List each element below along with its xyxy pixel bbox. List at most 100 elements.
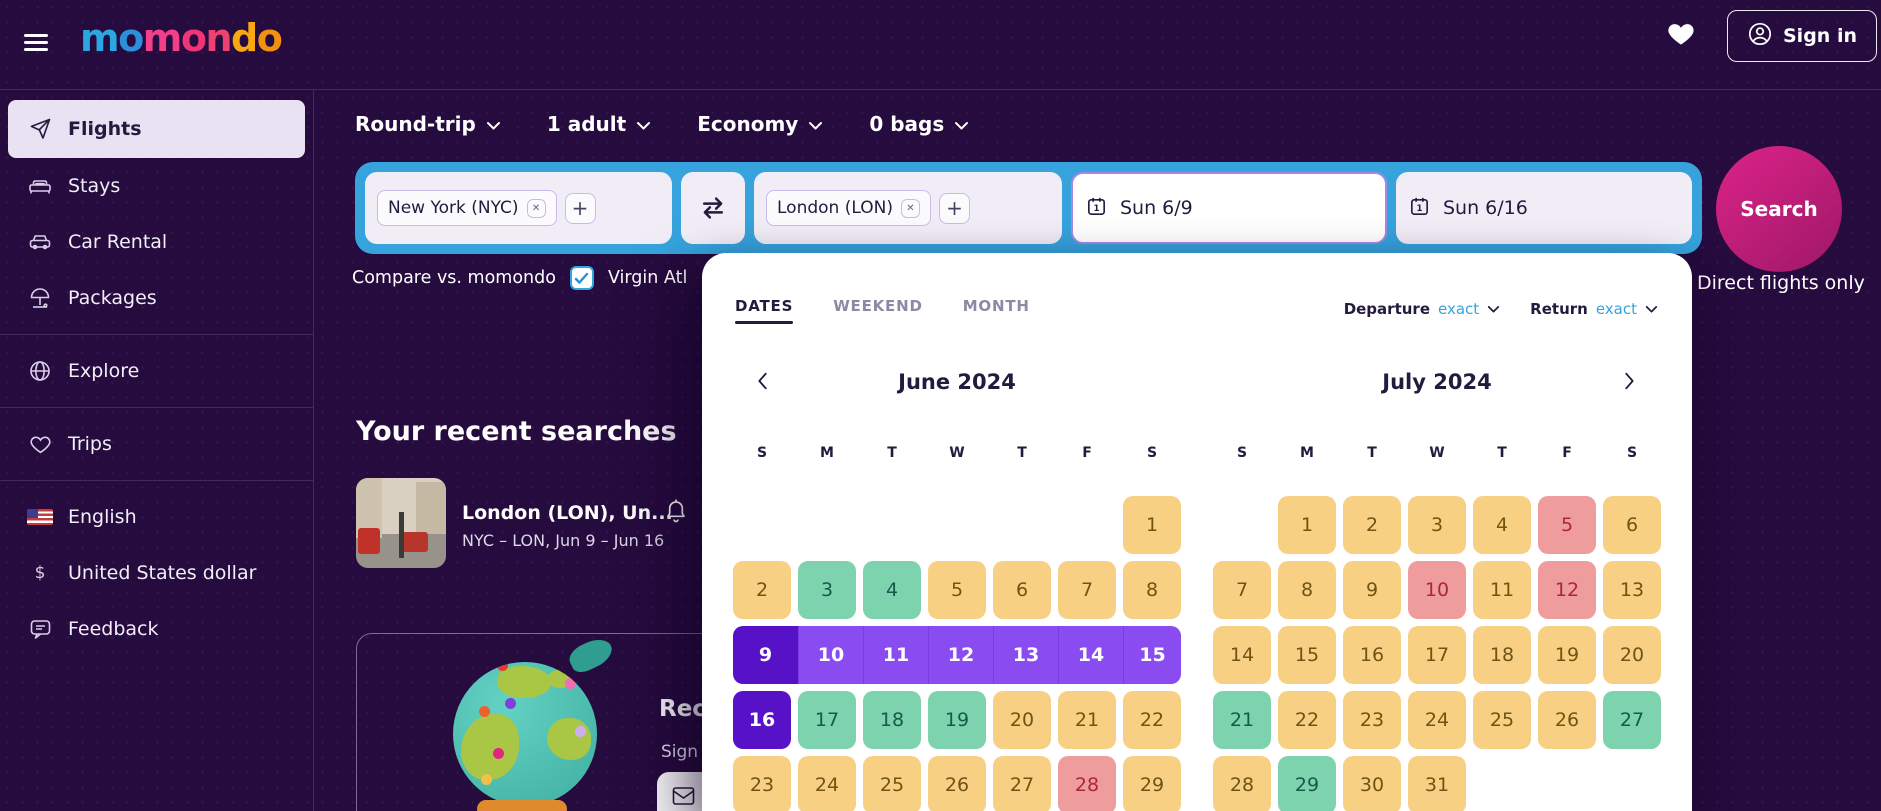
top-header: momondo Sign in [0,0,1881,90]
calendar-day-july-23[interactable]: 23 [1343,691,1401,749]
sidebar-item-car-rental[interactable]: Car Rental [0,214,313,270]
calendar-day-july-9[interactable]: 9 [1343,561,1401,619]
calendar-day-july-27[interactable]: 27 [1603,691,1661,749]
calendar-day-june-3[interactable]: 3 [798,561,856,619]
favorites-heart-icon[interactable] [1666,20,1698,50]
departure-date-field[interactable]: 1 Sun 6/9 [1071,172,1387,244]
calendar-day-june-1[interactable]: 1 [1123,496,1181,554]
remove-destination-icon[interactable]: ✕ [900,198,920,218]
calendar-day-july-24[interactable]: 24 [1408,691,1466,749]
sidebar-item-explore[interactable]: Explore [0,343,313,399]
calendar-day-june-8[interactable]: 8 [1123,561,1181,619]
calendar-day-july-20[interactable]: 20 [1603,626,1661,684]
calendar-day-june-15[interactable]: 15 [1123,626,1181,684]
calendar-day-june-11[interactable]: 11 [863,626,928,684]
sidebar-item-flights[interactable]: Flights [8,100,305,158]
calendar-tab-weekend[interactable]: WEEKEND [833,297,923,315]
next-month-icon[interactable] [1618,369,1642,393]
calendar-day-july-14[interactable]: 14 [1213,626,1271,684]
menu-icon[interactable] [24,34,48,52]
calendar-day-june-26[interactable]: 26 [928,756,986,811]
calendar-day-july-11[interactable]: 11 [1473,561,1531,619]
calendar-day-july-25[interactable]: 25 [1473,691,1531,749]
sidebar-item-english[interactable]: English [0,489,313,545]
compare-checkbox[interactable] [569,266,594,290]
trip-option-1-adult[interactable]: 1 adult [547,112,651,136]
sidebar-item-trips[interactable]: Trips [0,416,313,472]
calendar-day-july-28[interactable]: 28 [1213,756,1271,811]
sidebar-item-stays[interactable]: Stays [0,158,313,214]
return-date-field[interactable]: 1 Sun 6/16 [1396,172,1692,244]
trip-option-0-bags[interactable]: 0 bags [869,112,969,136]
calendar-day-july-19[interactable]: 19 [1538,626,1596,684]
calendar-day-july-1[interactable]: 1 [1278,496,1336,554]
calendar-day-july-3[interactable]: 3 [1408,496,1466,554]
calendar-day-july-18[interactable]: 18 [1473,626,1531,684]
sidebar-item-feedback[interactable]: Feedback [0,601,313,657]
momondo-logo[interactable]: momondo [80,16,283,60]
calendar-day-june-29[interactable]: 29 [1123,756,1181,811]
calendar-day-june-16[interactable]: 16 [733,691,791,749]
calendar-day-july-21[interactable]: 21 [1213,691,1271,749]
calendar-day-june-21[interactable]: 21 [1058,691,1116,749]
remove-origin-icon[interactable]: ✕ [526,198,546,218]
recent-search-card[interactable]: London (LON), Un... NYC – LON, Jun 9 – J… [356,478,696,570]
calendar-day-june-7[interactable]: 7 [1058,561,1116,619]
calendar-day-june-18[interactable]: 18 [863,691,921,749]
calendar-day-june-23[interactable]: 23 [733,756,791,811]
calendar-day-july-30[interactable]: 30 [1343,756,1401,811]
price-alert-bell-icon[interactable] [664,498,688,528]
calendar-day-july-16[interactable]: 16 [1343,626,1401,684]
calendar-day-july-6[interactable]: 6 [1603,496,1661,554]
add-destination-button[interactable]: + [938,192,970,224]
calendar-day-june-20[interactable]: 20 [993,691,1051,749]
logo-letter: d [231,16,258,60]
calendar-day-july-12[interactable]: 12 [1538,561,1596,619]
calendar-day-july-15[interactable]: 15 [1278,626,1336,684]
calendar-day-july-13[interactable]: 13 [1603,561,1661,619]
return-flex-dropdown[interactable]: Return exact [1530,299,1658,318]
add-origin-button[interactable]: + [564,192,596,224]
origin-field[interactable]: New York (NYC) ✕ + [365,172,672,244]
calendar-day-june-10[interactable]: 10 [798,626,863,684]
prev-month-icon[interactable] [752,369,776,393]
calendar-day-july-4[interactable]: 4 [1473,496,1531,554]
calendar-day-june-14[interactable]: 14 [1058,626,1123,684]
calendar-day-july-2[interactable]: 2 [1343,496,1401,554]
calendar-day-july-8[interactable]: 8 [1278,561,1336,619]
calendar-day-june-4[interactable]: 4 [863,561,921,619]
calendar-day-june-27[interactable]: 27 [993,756,1051,811]
calendar-day-june-24[interactable]: 24 [798,756,856,811]
calendar-day-july-22[interactable]: 22 [1278,691,1336,749]
trip-option-economy[interactable]: Economy [697,112,823,136]
calendar-day-july-5[interactable]: 5 [1538,496,1596,554]
calendar-day-june-6[interactable]: 6 [993,561,1051,619]
sidebar-item-packages[interactable]: Packages [0,270,313,326]
calendar-day-june-2[interactable]: 2 [733,561,791,619]
calendar-day-june-9[interactable]: 9 [733,626,798,684]
swap-icon[interactable] [681,172,745,244]
sidebar-item-united-states-dollar[interactable]: $ United States dollar [0,545,313,601]
trip-option-round-trip[interactable]: Round-trip [355,112,501,136]
destination-field[interactable]: London (LON) ✕ + [754,172,1062,244]
calendar-day-july-7[interactable]: 7 [1213,561,1271,619]
calendar-day-june-17[interactable]: 17 [798,691,856,749]
calendar-day-july-29[interactable]: 29 [1278,756,1336,811]
recent-searches-title: Your recent searches [356,416,677,447]
calendar-day-july-31[interactable]: 31 [1408,756,1466,811]
calendar-tab-month[interactable]: MONTH [962,297,1030,315]
calendar-day-july-10[interactable]: 10 [1408,561,1466,619]
calendar-day-july-17[interactable]: 17 [1408,626,1466,684]
calendar-day-june-12[interactable]: 12 [928,626,993,684]
calendar-day-june-19[interactable]: 19 [928,691,986,749]
search-button[interactable]: Search [1716,146,1842,272]
calendar-day-june-28[interactable]: 28 [1058,756,1116,811]
calendar-day-june-5[interactable]: 5 [928,561,986,619]
calendar-day-july-26[interactable]: 26 [1538,691,1596,749]
calendar-tab-dates[interactable]: DATES [735,297,794,324]
sign-in-button[interactable]: Sign in [1727,10,1877,62]
calendar-day-june-13[interactable]: 13 [993,626,1058,684]
calendar-day-june-25[interactable]: 25 [863,756,921,811]
calendar-day-june-22[interactable]: 22 [1123,691,1181,749]
departure-flex-dropdown[interactable]: Departure exact [1344,299,1500,318]
